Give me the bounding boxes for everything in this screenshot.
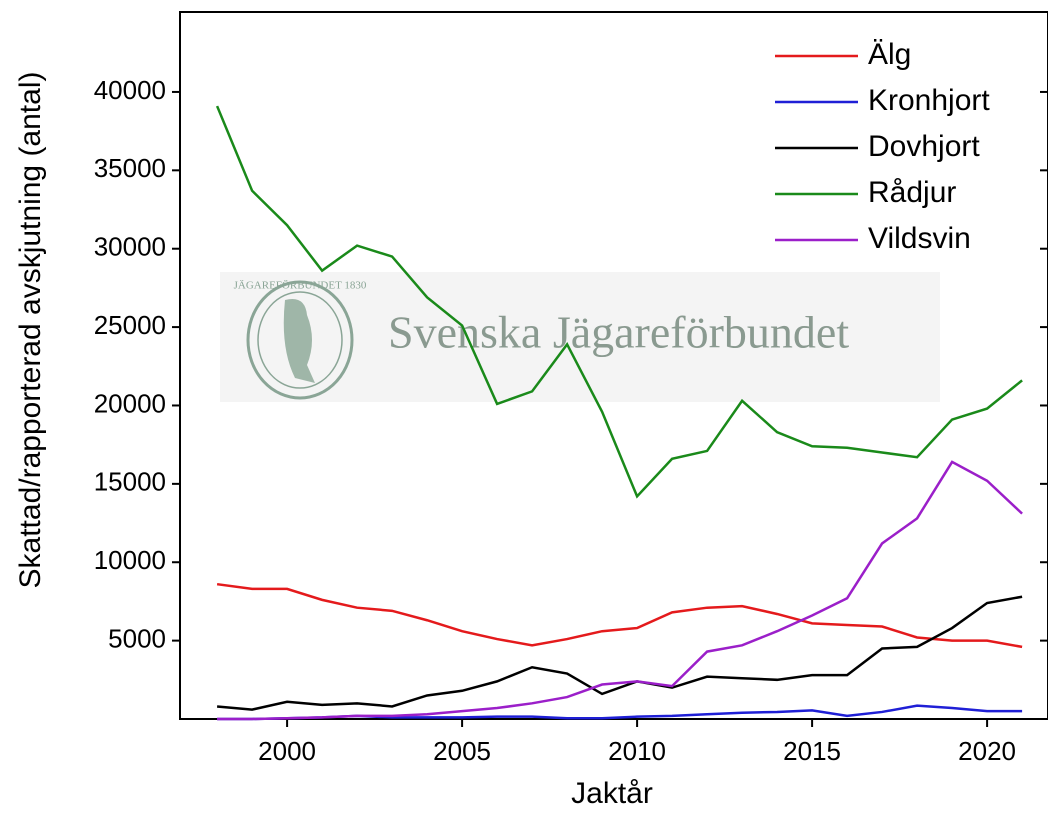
plot-frame (179, 11, 1048, 720)
legend-text: Vildsvin (868, 222, 971, 255)
y-tick-label: 5000 (108, 623, 166, 653)
watermark: Svenska Jägareförbundet (388, 307, 849, 358)
y-tick-label: 25000 (94, 310, 166, 340)
series-line (217, 460, 1023, 721)
y-axis-label: Skattad/rapporterad avskjutning (antal) (14, 72, 47, 589)
y-tick-label: 20000 (94, 388, 166, 418)
y-tick-label: 35000 (94, 153, 166, 183)
x-axis-label: Jaktår (571, 777, 653, 810)
legend-text: Dovhjort (868, 130, 980, 163)
watermark-band (220, 272, 940, 402)
watermark-logo-text: JÄGAREFÖRBUNDET 1830 (234, 280, 367, 292)
x-tick-label: 2010 (608, 736, 666, 766)
legend-text: Rådjur (868, 176, 956, 209)
x-tick-label: 2000 (258, 736, 316, 766)
y-tick-label: 30000 (94, 232, 166, 262)
x-tick-label: 2020 (958, 736, 1016, 766)
x-tick-label: 2005 (433, 736, 491, 766)
y-tick-label: 10000 (94, 545, 166, 575)
watermark-logo: JÄGAREFÖRBUNDET 1830 (234, 280, 367, 400)
y-tick-label: 40000 (94, 75, 166, 105)
x-tick-label: 2015 (783, 736, 841, 766)
legend-text: Älg (868, 38, 911, 71)
series-line (215, 105, 1023, 499)
y-tick-label: 15000 (94, 467, 166, 497)
series-line (216, 582, 1023, 649)
legend-text: Kronhjort (868, 84, 990, 117)
series-line (216, 595, 1023, 711)
